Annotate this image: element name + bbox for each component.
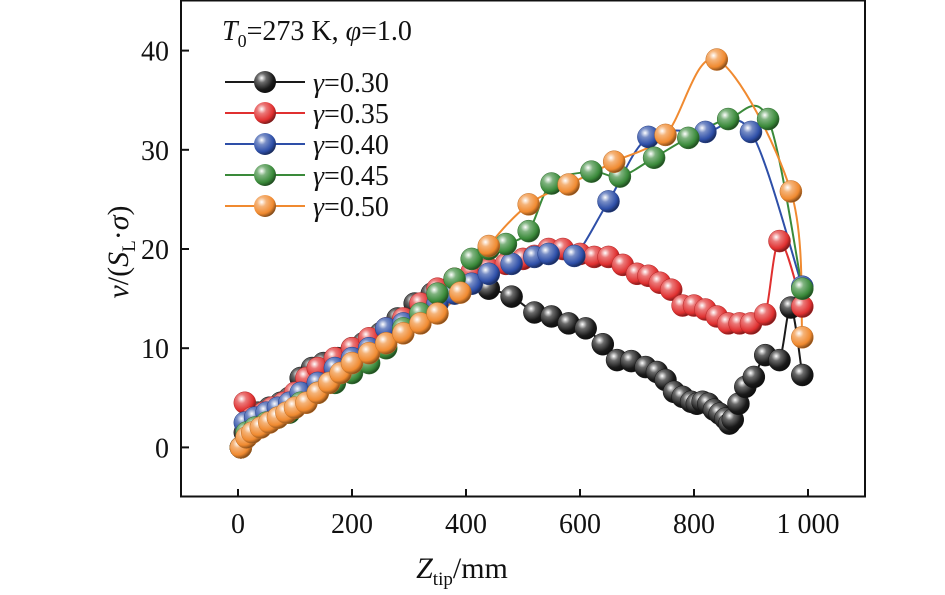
data-point [591, 332, 615, 356]
legend-item: γ=0.40 [225, 130, 389, 161]
data-point [449, 281, 472, 304]
data-point [654, 123, 677, 147]
y-tick-label: 20 [141, 235, 169, 266]
y-tick-label: 0 [155, 433, 169, 464]
legend-marker [254, 133, 276, 155]
data-point [768, 348, 791, 372]
y-tick-label: 10 [141, 334, 169, 365]
data-point [340, 351, 364, 375]
y-tick-label: 40 [141, 37, 169, 68]
legend-marker [254, 164, 276, 186]
series-markers [229, 48, 814, 459]
data-point [517, 219, 540, 243]
data-point [779, 180, 803, 203]
data-point [500, 252, 523, 276]
data-point [426, 302, 449, 325]
legend-marker [254, 71, 276, 93]
data-point [642, 146, 666, 169]
data-point [426, 282, 449, 305]
data-point [563, 244, 586, 268]
x-tick-label: 200 [331, 509, 373, 540]
data-point [597, 190, 620, 213]
y-tick-label: 30 [141, 136, 169, 167]
legend-label: γ=0.30 [313, 68, 389, 99]
data-point [602, 150, 626, 173]
legend-label: γ=0.50 [313, 192, 389, 223]
legend-label: γ=0.40 [313, 130, 389, 161]
x-axis-ticks: 0 200 400 600 800 1 000 [231, 489, 840, 540]
data-point [659, 278, 683, 301]
data-point [768, 229, 791, 253]
x-tick-label: 1 000 [777, 509, 840, 540]
x-axis-title: Ztip/mm [416, 552, 508, 590]
legend-item: γ=0.45 [225, 161, 389, 192]
data-point [460, 247, 483, 271]
x-tick-label: 0 [231, 509, 245, 540]
data-point [537, 242, 560, 266]
data-point [477, 262, 501, 286]
data-point [477, 234, 501, 258]
data-point [500, 285, 523, 308]
legend-item: γ=0.50 [225, 192, 389, 223]
data-point [754, 303, 777, 326]
x-tick-label: 400 [445, 509, 487, 540]
legend-item: γ=0.35 [225, 99, 389, 130]
legend-marker [254, 102, 276, 124]
data-point [677, 126, 700, 150]
data-point [739, 120, 763, 144]
data-point [557, 173, 580, 196]
y-axis-ticks: 0 10 20 30 40 [141, 37, 189, 464]
x-tick-label: 800 [673, 509, 715, 540]
data-point [392, 322, 415, 345]
series-points [229, 48, 814, 459]
legend-marker [254, 195, 276, 217]
data-point [705, 48, 729, 71]
data-point [357, 341, 381, 365]
data-point [409, 312, 432, 335]
data-point [756, 107, 780, 131]
data-point [791, 326, 814, 349]
data-point [374, 331, 398, 355]
legend-item: γ=0.30 [225, 68, 389, 99]
data-point [791, 277, 814, 300]
data-point [517, 193, 540, 216]
data-point [580, 160, 603, 183]
data-point [574, 317, 597, 340]
condition-label: T0=273 K, φ=1.0 [222, 16, 412, 51]
legend-label: γ=0.35 [313, 99, 389, 130]
legend: γ=0.30γ=0.35γ=0.40γ=0.45γ=0.50 [225, 68, 389, 223]
data-point [742, 365, 766, 389]
legend-label: γ=0.45 [313, 161, 389, 192]
data-point [791, 363, 814, 387]
x-tick-label: 600 [559, 509, 601, 540]
data-point [716, 107, 740, 131]
y-axis-title: v/(SL·σ) [102, 205, 140, 298]
